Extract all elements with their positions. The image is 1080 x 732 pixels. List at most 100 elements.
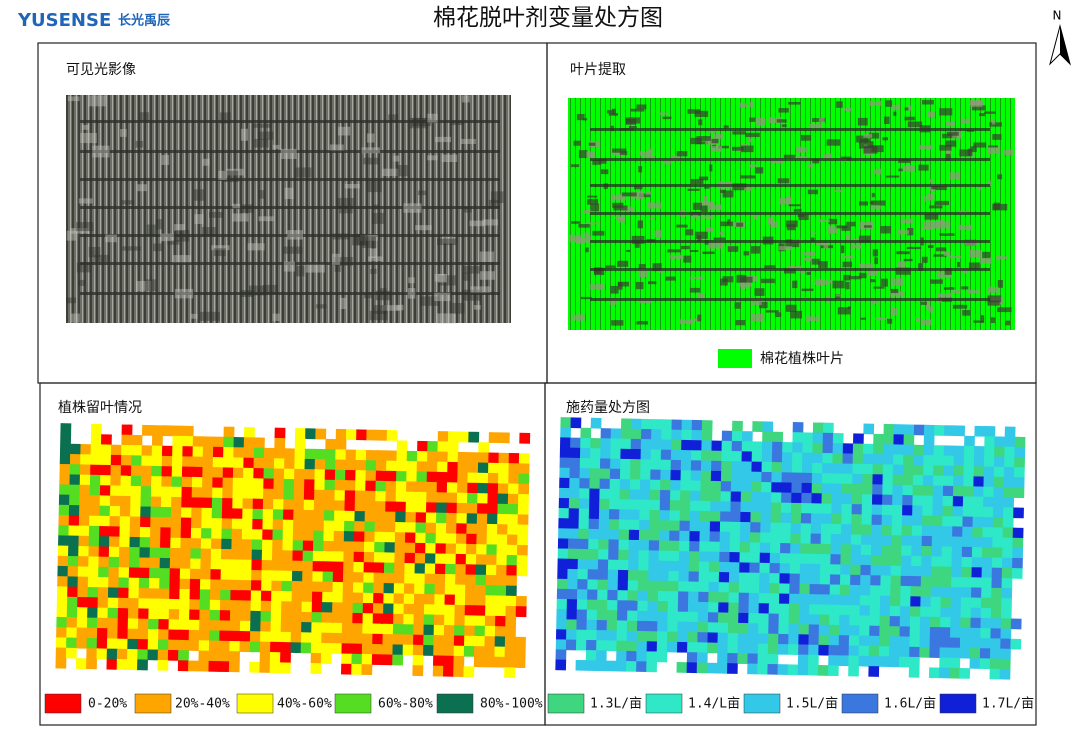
- grid-cell: [610, 448, 622, 460]
- grid-cell: [727, 622, 739, 634]
- grid-cell: [466, 533, 478, 545]
- grid-cell: [128, 598, 140, 609]
- grid-cell: [596, 630, 608, 641]
- grid-cell: [243, 427, 255, 438]
- grid-cell: [788, 634, 800, 645]
- soil-patch: [935, 220, 950, 229]
- grid-cell: [261, 570, 273, 582]
- grid-cell: [222, 467, 234, 479]
- grid-cell: [240, 590, 252, 602]
- grid-cell: [618, 539, 630, 551]
- grid-cell: [690, 460, 702, 472]
- grid-cell: [190, 527, 202, 539]
- grid-cell: [641, 418, 653, 430]
- grid-cell: [405, 512, 417, 523]
- grid-cell: [606, 610, 618, 621]
- grid-cell: [198, 650, 210, 662]
- grid-cell: [568, 498, 580, 509]
- grid-cell: [871, 504, 883, 516]
- grid-cell: [141, 465, 153, 477]
- grid-cell: [721, 430, 733, 442]
- grid-cell: [639, 479, 651, 491]
- soil-patch: [956, 262, 960, 268]
- grid-cell: [888, 656, 900, 668]
- grid-cell: [137, 639, 149, 650]
- grid-cell: [476, 513, 488, 525]
- grid-cell: [559, 457, 571, 469]
- grid-cell: [932, 515, 943, 527]
- grid-cell: [629, 499, 641, 511]
- grid-cell: [993, 496, 1004, 508]
- grid-cell: [667, 621, 679, 633]
- grid-cell: [699, 551, 710, 563]
- soil-patch: [578, 150, 588, 159]
- texture: [435, 136, 452, 143]
- grid-cell: [495, 605, 507, 617]
- grid-cell: [343, 520, 355, 532]
- grid-cell: [168, 629, 180, 641]
- soil-patch: [613, 205, 628, 211]
- grid-cell: [157, 659, 169, 671]
- legend-label: 棉花植株叶片: [760, 350, 844, 367]
- grid-cell: [891, 545, 902, 557]
- texture: [202, 158, 210, 166]
- grid-cell: [889, 616, 901, 627]
- grid-cell: [849, 615, 861, 626]
- grid-cell: [748, 623, 759, 634]
- grid-cell: [221, 538, 233, 550]
- soil-patch: [705, 227, 714, 232]
- soil-patch: [952, 304, 968, 309]
- grid-cell: [354, 510, 366, 522]
- grid-cell: [911, 555, 922, 567]
- grid-cell: [903, 444, 915, 456]
- grid-cell: [229, 651, 240, 663]
- grid-cell: [801, 503, 812, 514]
- row-gap: [80, 206, 500, 209]
- grid-cell: [648, 570, 659, 582]
- soil-patch: [587, 198, 599, 205]
- grid-cell: [334, 500, 346, 512]
- leaf-extraction: [568, 98, 1015, 330]
- grid-cell: [1001, 577, 1013, 589]
- grid-cell: [361, 643, 373, 655]
- soil-patch: [697, 314, 702, 322]
- grid-cell: [749, 542, 761, 554]
- grid-cell: [119, 516, 131, 528]
- grid-cell: [505, 605, 517, 617]
- grid-cell: [980, 617, 992, 629]
- grid-cell: [872, 484, 883, 496]
- grid-cell: [949, 627, 961, 639]
- grid-cell: [120, 485, 132, 497]
- grid-cell: [1000, 618, 1012, 630]
- grid-cell: [769, 552, 781, 564]
- grid-cell: [771, 482, 783, 494]
- texture: [175, 230, 190, 242]
- grid-cell: [557, 548, 569, 560]
- soil-patch: [979, 113, 985, 117]
- grid-cell: [426, 461, 438, 473]
- grid-cell: [212, 467, 224, 479]
- texture: [92, 145, 110, 158]
- grid-cell: [880, 555, 892, 567]
- grid-cell: [344, 490, 356, 502]
- grid-cell: [506, 575, 518, 587]
- grid-cell: [212, 456, 224, 468]
- grid-cell: [849, 594, 861, 606]
- grid-cell: [198, 630, 210, 642]
- grid-cell: [271, 590, 283, 602]
- grid-cell: [808, 644, 820, 656]
- grid-cell: [797, 654, 809, 666]
- grid-cell: [982, 527, 994, 538]
- grid-cell: [454, 615, 466, 626]
- grid-cell: [630, 428, 642, 440]
- grid-cell: [590, 448, 601, 459]
- grid-cell: [760, 522, 772, 534]
- grid-cell: [842, 443, 854, 455]
- grid-cell: [688, 581, 700, 593]
- soil-patch: [970, 146, 977, 153]
- grid-cell: [628, 539, 640, 551]
- grid-cell: [758, 623, 769, 635]
- grid-cell: [57, 545, 69, 557]
- grid-cell: [666, 641, 678, 653]
- soil-patch: [987, 180, 993, 186]
